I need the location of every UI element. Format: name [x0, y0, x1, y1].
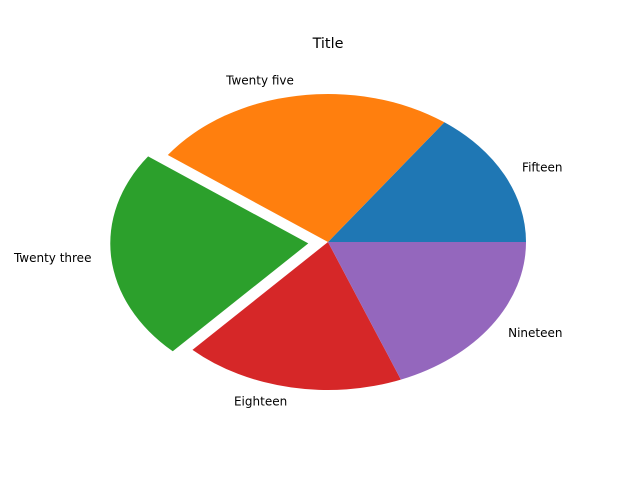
pie-slice-twenty-three [110, 156, 309, 352]
slice-label-fifteen: Fifteen [522, 161, 562, 175]
slice-label-twenty-three: Twenty three [13, 251, 92, 265]
slice-label-twenty-five: Twenty five [225, 74, 294, 88]
pie-slice-nineteen [328, 242, 526, 380]
pie-slice-eighteen [192, 242, 401, 391]
chart-title: Title [312, 36, 344, 52]
pie-slice-twenty-five [167, 94, 445, 243]
slice-label-nineteen: Nineteen [508, 326, 562, 340]
slice-label-eighteen: Eighteen [234, 394, 287, 408]
pie-labels: Fifteen Twenty five Twenty three Eighteen Ni… [13, 74, 563, 409]
pie-slices [110, 94, 526, 391]
pie-slice-fifteen [328, 122, 526, 242]
